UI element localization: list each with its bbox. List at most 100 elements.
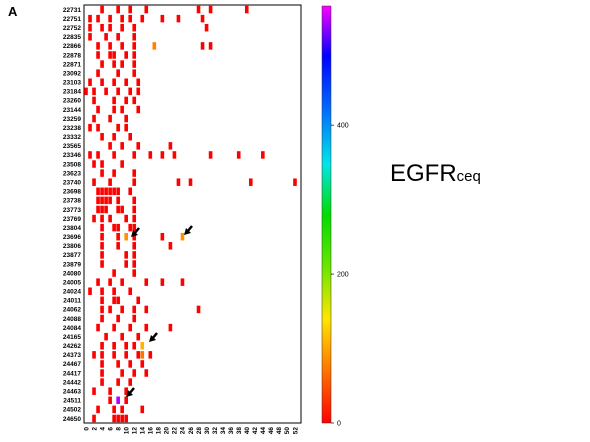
heatmap-cell bbox=[132, 232, 137, 241]
heatmap-cell bbox=[100, 342, 104, 350]
heatmap-cell bbox=[112, 151, 116, 159]
heatmap-cell bbox=[100, 187, 104, 196]
heatmap-cell bbox=[92, 387, 96, 395]
heatmap-cell bbox=[208, 42, 213, 50]
heatmap-cell bbox=[116, 396, 120, 405]
heatmap-cell bbox=[160, 151, 165, 159]
row-label: 24511 bbox=[63, 398, 81, 405]
heatmap-cell bbox=[108, 196, 112, 205]
heatmap-cell bbox=[100, 160, 104, 168]
heatmap-cell bbox=[88, 78, 92, 86]
heatmap-cell bbox=[92, 214, 96, 223]
heatmap-cell bbox=[132, 33, 137, 41]
heatmap-cell bbox=[108, 51, 112, 59]
heatmap-cell bbox=[116, 196, 120, 205]
heatmap-cell bbox=[92, 114, 96, 123]
heatmap-cell bbox=[132, 69, 137, 77]
row-label: 23696 bbox=[63, 234, 81, 241]
row-label: 24005 bbox=[63, 279, 81, 286]
heatmap-cell bbox=[120, 42, 124, 50]
x-tick-label: 38 bbox=[236, 427, 243, 435]
heatmap-cell bbox=[132, 151, 137, 159]
heatmap-cell bbox=[84, 87, 88, 96]
row-label: 22731 bbox=[63, 7, 81, 14]
heatmap-cell bbox=[120, 160, 124, 168]
x-tick-label: 36 bbox=[228, 427, 235, 435]
heatmap-cell bbox=[128, 323, 133, 332]
row-label: 23769 bbox=[63, 216, 81, 223]
heatmap-cell bbox=[96, 14, 100, 23]
row-label: 23346 bbox=[63, 152, 81, 159]
heatmap-cell bbox=[128, 360, 133, 368]
row-label: 22878 bbox=[63, 52, 81, 59]
heatmap-cell bbox=[100, 60, 104, 68]
heatmap-cell bbox=[108, 396, 112, 405]
heatmap-cell bbox=[92, 351, 96, 359]
x-tick-label: 2 bbox=[91, 427, 98, 431]
heatmap-cell bbox=[104, 332, 108, 341]
heatmap-cell bbox=[132, 178, 137, 186]
row-label: 24463 bbox=[63, 388, 81, 395]
x-tick-label: 44 bbox=[260, 427, 267, 435]
row-label: 23238 bbox=[63, 125, 81, 132]
heatmap-cell bbox=[108, 214, 112, 223]
heatmap-cell bbox=[136, 142, 141, 150]
heatmap-cell bbox=[132, 60, 137, 68]
heatmap-cell bbox=[128, 378, 133, 386]
x-tick-label: 12 bbox=[132, 427, 139, 435]
heatmap-cell bbox=[168, 323, 173, 332]
heatmap-cell bbox=[112, 78, 116, 86]
row-label: 23092 bbox=[63, 70, 81, 77]
row-label: 23740 bbox=[63, 179, 81, 186]
heatmap-cell bbox=[236, 151, 241, 159]
heatmap-cell bbox=[124, 260, 128, 268]
heatmap-cell bbox=[144, 369, 149, 377]
row-label: 24165 bbox=[63, 334, 81, 341]
heatmap-cell bbox=[132, 223, 137, 232]
heatmap-cell bbox=[100, 5, 104, 14]
heatmap-cell bbox=[140, 351, 145, 359]
heatmap-cell bbox=[108, 14, 112, 23]
heatmap-cell bbox=[140, 14, 145, 23]
plot-frame bbox=[83, 4, 302, 424]
row-label: 24062 bbox=[63, 307, 81, 314]
heatmap-cell bbox=[176, 178, 181, 186]
heatmap-cell bbox=[100, 351, 104, 359]
heatmap-cell bbox=[128, 87, 133, 96]
heatmap-cell bbox=[204, 23, 209, 32]
heatmap-cell bbox=[132, 314, 137, 323]
heatmap-cell bbox=[136, 105, 141, 114]
x-tick-label: 42 bbox=[252, 427, 259, 435]
heatmap-cell bbox=[96, 123, 100, 132]
heatmap-cell bbox=[132, 369, 137, 377]
heatmap-cell bbox=[132, 214, 137, 223]
heatmap-cell bbox=[100, 196, 104, 205]
heatmap-cell bbox=[128, 5, 133, 14]
heatmap-cell bbox=[124, 114, 128, 123]
heatmap-cell bbox=[176, 14, 181, 23]
heatmap-cell bbox=[168, 142, 173, 150]
heatmap-cell bbox=[96, 196, 100, 205]
x-tick-label: 46 bbox=[268, 427, 275, 435]
heatmap-cell bbox=[108, 178, 112, 186]
heatmap-cell bbox=[108, 114, 112, 123]
heatmap-cell bbox=[92, 96, 96, 105]
heatmap-cell bbox=[88, 33, 92, 41]
heatmap-cell bbox=[196, 5, 201, 14]
row-label: 23260 bbox=[63, 98, 81, 105]
heatmap-cell bbox=[124, 51, 128, 59]
heatmap-cell bbox=[120, 405, 124, 414]
heatmap-cell bbox=[124, 96, 128, 105]
heatmap-cell bbox=[92, 160, 96, 168]
heatmap-cell bbox=[100, 133, 104, 141]
heatmap-cell bbox=[104, 87, 108, 96]
row-label: 22871 bbox=[63, 61, 81, 68]
colorbar-tick-label: 200 bbox=[337, 272, 349, 279]
heatmap-cell bbox=[132, 205, 137, 214]
heatmap-cell bbox=[148, 351, 153, 359]
colorbar-tick-label: 400 bbox=[337, 123, 349, 130]
heatmap-cell bbox=[116, 5, 120, 14]
heatmap-cell bbox=[100, 287, 104, 295]
heatmap-cell bbox=[112, 51, 116, 59]
